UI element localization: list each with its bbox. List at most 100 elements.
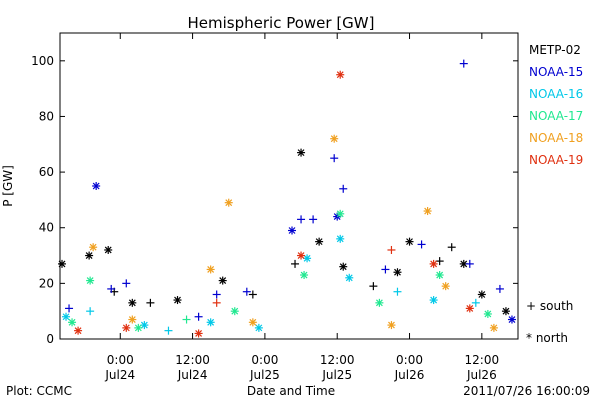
- data-point: [330, 134, 339, 143]
- data-point: [369, 282, 378, 291]
- data-point: [122, 323, 131, 332]
- x-tick-label-time: 0:00: [107, 353, 134, 367]
- legend-entry: NOAA-15: [529, 65, 583, 79]
- data-point: [182, 315, 191, 324]
- data-point: [375, 298, 384, 307]
- data-point: [507, 315, 516, 324]
- data-point: [212, 290, 221, 299]
- data-point: [58, 259, 67, 268]
- data-point: [336, 209, 345, 218]
- data-point: [86, 276, 95, 285]
- y-tick-label: 0: [46, 332, 54, 346]
- x-tick-label-time: 0:00: [251, 353, 278, 367]
- data-point: [86, 307, 95, 316]
- data-point: [128, 315, 137, 324]
- data-point: [393, 287, 402, 296]
- data-point: [459, 59, 468, 68]
- data-point: [68, 318, 77, 327]
- data-point: [194, 312, 203, 321]
- data-point: [74, 326, 83, 335]
- data-points: [58, 59, 516, 338]
- data-point: [224, 198, 233, 207]
- data-point: [206, 265, 215, 274]
- legend-entry: NOAA-17: [529, 109, 583, 123]
- data-point: [104, 245, 113, 254]
- data-point: [146, 298, 155, 307]
- data-point: [85, 251, 94, 260]
- data-point: [483, 309, 492, 318]
- data-point: [89, 243, 98, 252]
- marker-legend-entry: + south: [526, 299, 573, 313]
- legend: METP-02 NOAA-15 NOAA-16 NOAA-17 NOAA-18 NOAA-…: [529, 43, 583, 167]
- legend-entry: NOAA-19: [529, 153, 583, 167]
- data-point: [242, 287, 251, 296]
- data-point: [387, 245, 396, 254]
- data-point: [387, 321, 396, 330]
- data-point: [122, 279, 131, 288]
- y-axis: 0 20 40 60 80 100: [31, 54, 518, 346]
- data-point: [107, 284, 116, 293]
- plot-frame: [59, 32, 519, 340]
- data-point: [495, 284, 504, 293]
- data-point: [230, 307, 239, 316]
- data-point: [423, 207, 432, 216]
- plot-timestamp: 2011/07/26 16:00:09: [463, 384, 590, 398]
- data-point: [435, 257, 444, 266]
- y-tick-label: 100: [31, 54, 54, 68]
- y-tick-label: 60: [39, 165, 54, 179]
- data-point: [465, 304, 474, 313]
- data-point: [164, 326, 173, 335]
- x-axis: 0:00Jul2412:00Jul240:00Jul2512:00Jul250:…: [104, 33, 499, 382]
- data-point: [405, 237, 414, 246]
- x-tick-label-time: 0:00: [396, 353, 423, 367]
- x-tick-label-time: 12:00: [465, 353, 500, 367]
- data-point: [339, 262, 348, 271]
- data-point: [194, 329, 203, 338]
- data-point: [435, 271, 444, 280]
- data-point: [128, 298, 137, 307]
- x-tick-label-date: Jul26: [466, 368, 497, 382]
- plot-credit: Plot: CCMC: [6, 384, 72, 398]
- data-point: [447, 243, 456, 252]
- data-point: [477, 290, 486, 299]
- data-point: [288, 226, 297, 235]
- data-point: [206, 318, 215, 327]
- marker-legend: + south * north: [526, 299, 573, 345]
- data-point: [297, 251, 306, 260]
- data-point: [297, 148, 306, 157]
- data-point: [300, 271, 309, 280]
- legend-entry: METP-02: [529, 43, 581, 57]
- data-point: [248, 290, 257, 299]
- x-tick-label-time: 12:00: [320, 353, 355, 367]
- data-point: [330, 154, 339, 163]
- data-point: [429, 296, 438, 305]
- data-point: [140, 321, 149, 330]
- data-point: [248, 318, 257, 327]
- data-point: [309, 215, 318, 224]
- data-point: [212, 298, 221, 307]
- x-tick-label-date: Jul26: [394, 368, 425, 382]
- chart-title: Hemispheric Power [GW]: [188, 14, 375, 32]
- data-point: [65, 304, 74, 313]
- marker-legend-entry: * north: [526, 331, 568, 345]
- y-tick-label: 20: [39, 276, 54, 290]
- data-point: [339, 184, 348, 193]
- y-tick-label: 40: [39, 221, 54, 235]
- y-axis-label: P [GW]: [1, 165, 15, 207]
- data-point: [303, 254, 312, 263]
- data-point: [173, 296, 182, 305]
- x-tick-label-date: Jul24: [177, 368, 208, 382]
- data-point: [336, 234, 345, 243]
- data-point: [254, 323, 263, 332]
- data-point: [393, 268, 402, 277]
- data-point: [489, 323, 498, 332]
- x-tick-label-time: 12:00: [175, 353, 210, 367]
- data-point: [381, 265, 390, 274]
- legend-entry: NOAA-18: [529, 131, 583, 145]
- legend-entry: NOAA-16: [529, 87, 583, 101]
- data-point: [429, 259, 438, 268]
- data-point: [417, 240, 426, 249]
- data-point: [62, 312, 71, 321]
- data-point: [291, 259, 300, 268]
